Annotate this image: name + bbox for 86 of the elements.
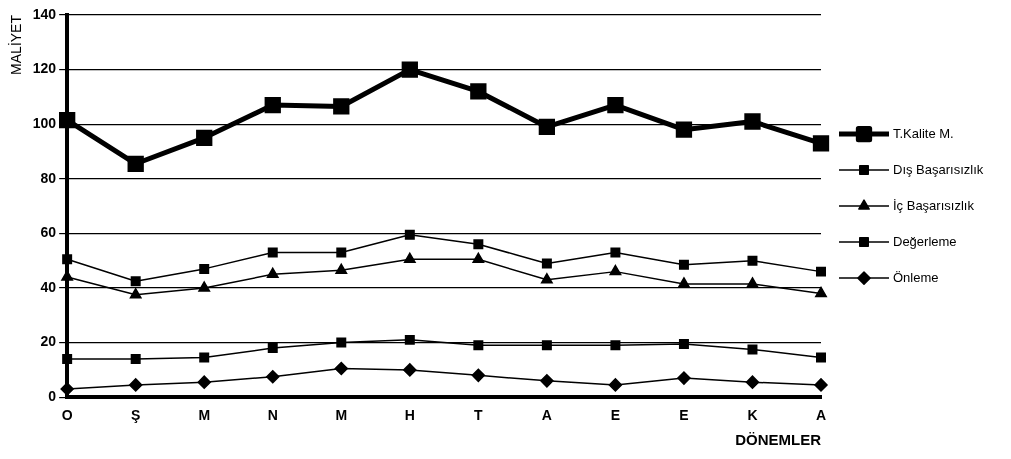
legend-label: Değerleme xyxy=(893,233,957,249)
y-tick-label: 120 xyxy=(32,60,57,77)
point xyxy=(816,266,826,277)
point xyxy=(814,378,828,392)
x-tick-label: E xyxy=(610,407,621,424)
point xyxy=(677,371,691,385)
point xyxy=(610,340,621,351)
point xyxy=(747,255,758,266)
point xyxy=(815,286,827,298)
x-tick-label: A xyxy=(541,407,552,424)
point xyxy=(130,353,141,364)
y-tick-label: 100 xyxy=(32,115,57,132)
point xyxy=(540,374,554,388)
point xyxy=(130,276,141,287)
point xyxy=(62,254,73,265)
point xyxy=(196,129,213,147)
y-tick-label: 140 xyxy=(32,5,57,22)
point xyxy=(470,83,487,100)
point xyxy=(336,247,347,258)
point xyxy=(266,267,279,279)
point xyxy=(744,113,761,130)
point xyxy=(404,229,415,240)
point xyxy=(541,258,552,269)
point xyxy=(198,281,211,292)
y-tick-label: 80 xyxy=(40,169,57,186)
point xyxy=(608,378,623,392)
point xyxy=(404,334,415,345)
y-tick-label: 20 xyxy=(40,333,57,350)
point xyxy=(336,337,347,348)
y-tick-label: 40 xyxy=(40,278,57,295)
point xyxy=(62,353,73,364)
point xyxy=(812,135,830,152)
point xyxy=(197,375,211,389)
point xyxy=(678,338,689,349)
point xyxy=(403,252,416,264)
point xyxy=(540,273,553,284)
point xyxy=(745,375,760,389)
x-tick-label: N xyxy=(267,407,278,424)
point xyxy=(60,382,74,396)
x-tick-label: H xyxy=(404,407,415,424)
point xyxy=(471,368,486,383)
legend-label: Önleme xyxy=(893,269,939,285)
point xyxy=(609,264,622,276)
point xyxy=(266,369,280,384)
point xyxy=(333,98,350,115)
point xyxy=(816,352,826,363)
point xyxy=(473,239,484,250)
point xyxy=(59,111,76,129)
legend-label: Dış Başarısızlık xyxy=(893,161,984,177)
x-axis-title: DÖNEMLER xyxy=(735,431,822,449)
point xyxy=(264,96,281,114)
x-tick-label: M xyxy=(198,407,211,424)
point xyxy=(128,378,143,392)
x-tick-label: A xyxy=(815,407,827,424)
point xyxy=(678,259,689,270)
x-tick-label: E xyxy=(679,407,689,424)
x-tick-label: M xyxy=(335,407,348,424)
point xyxy=(401,61,418,78)
point xyxy=(334,361,349,376)
point xyxy=(677,277,690,288)
point xyxy=(129,288,142,299)
point xyxy=(473,340,484,351)
point xyxy=(199,263,210,274)
y-axis-title: MALİYET xyxy=(7,14,25,75)
x-tick-label: O xyxy=(61,407,73,424)
y-tick-label: 0 xyxy=(48,388,57,405)
point xyxy=(538,118,556,136)
point xyxy=(403,363,417,377)
x-tick-label: K xyxy=(747,407,758,424)
point xyxy=(472,252,485,264)
point xyxy=(607,96,624,114)
x-tick-label: Ş xyxy=(131,407,141,424)
point xyxy=(675,121,693,138)
legend-label: İç Başarısızlık xyxy=(893,197,975,213)
point xyxy=(267,343,278,354)
legend-label: T.Kalite M. xyxy=(893,125,954,141)
point xyxy=(127,155,144,172)
point xyxy=(267,247,278,258)
y-tick-label: 60 xyxy=(40,224,57,241)
point xyxy=(746,277,759,288)
point xyxy=(335,263,348,275)
point xyxy=(199,352,210,363)
point xyxy=(747,344,758,355)
point xyxy=(541,340,552,351)
point xyxy=(610,247,621,258)
x-tick-label: T xyxy=(474,407,484,424)
